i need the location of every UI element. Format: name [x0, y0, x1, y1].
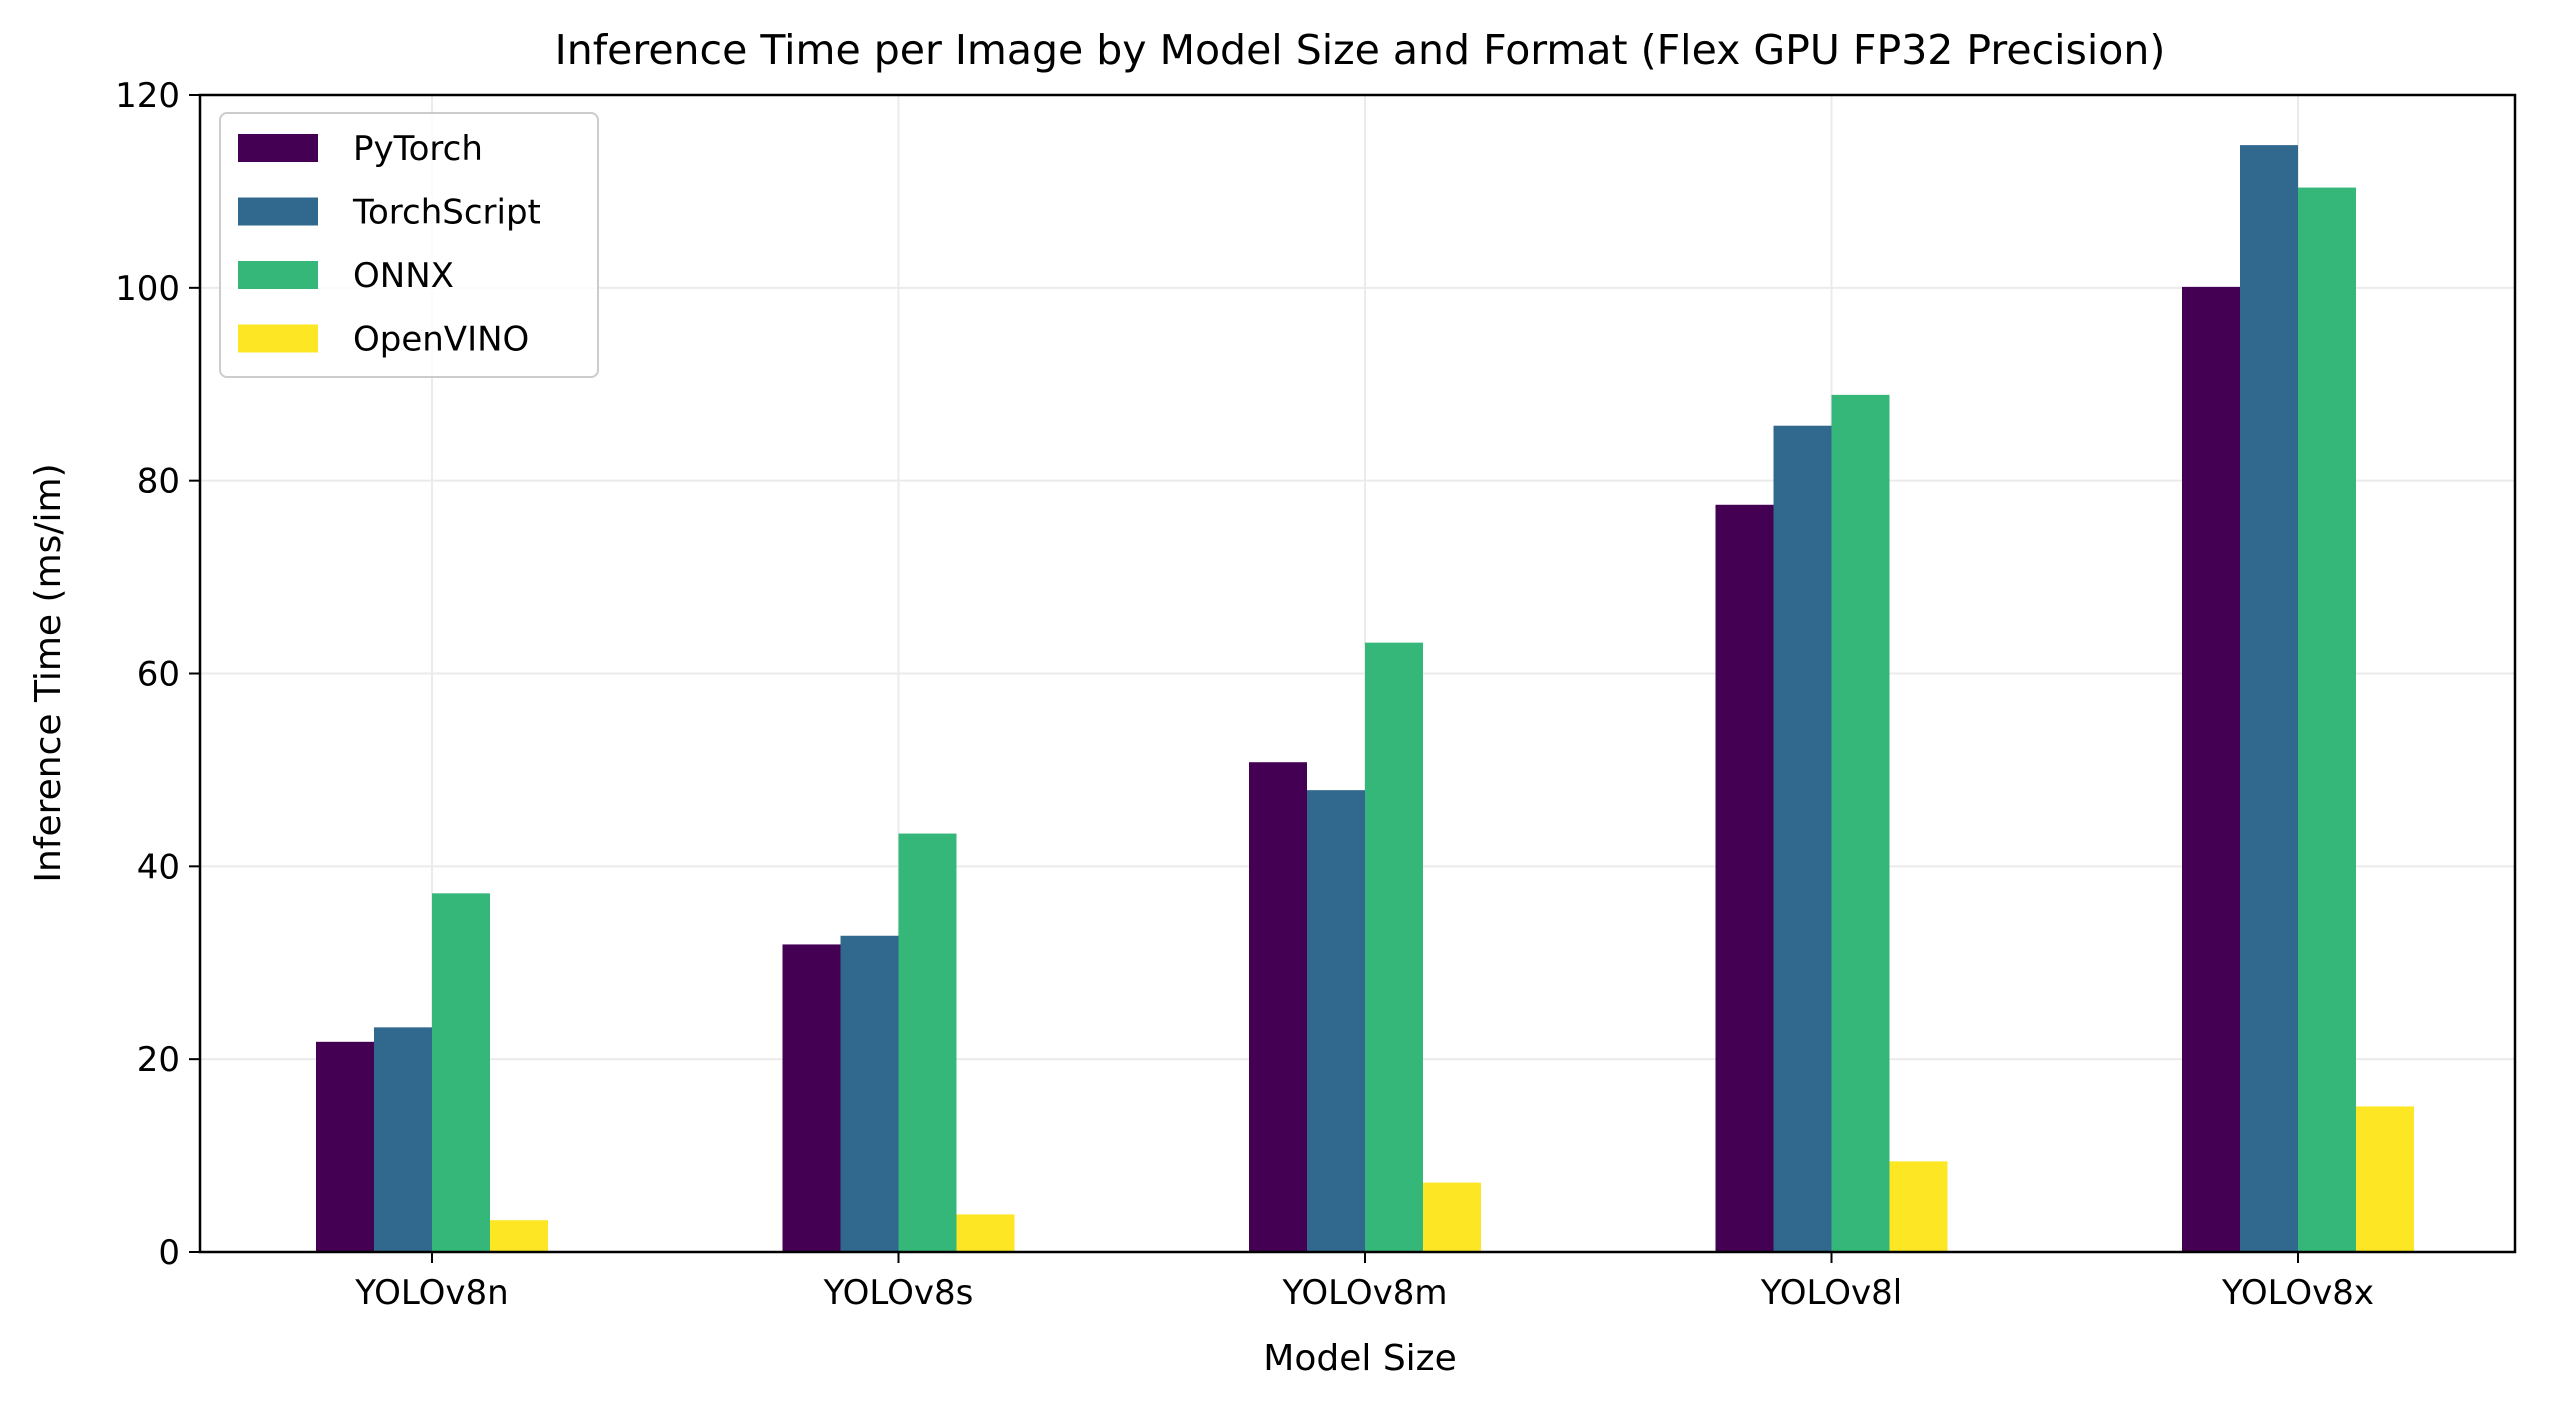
y-tick-label: 0 — [158, 1233, 180, 1273]
legend-swatch — [238, 324, 318, 353]
x-tick-label: YOLOv8s — [823, 1273, 974, 1313]
x-axis-ticks: YOLOv8n YOLOv8s YOLOv8m YOLOv8l YOLOv8x — [354, 1252, 2374, 1313]
y-tick-label: 100 — [115, 269, 180, 309]
y-tick-label: 60 — [137, 655, 180, 695]
y-tick-label: 20 — [137, 1040, 180, 1080]
bar — [1773, 425, 1832, 1252]
legend-label: TorchScript — [352, 193, 541, 233]
x-tick-label: YOLOv8x — [2221, 1273, 2374, 1313]
bar — [898, 833, 957, 1252]
bar — [1831, 394, 1890, 1252]
bar — [1307, 790, 1365, 1252]
legend-swatch — [238, 134, 318, 162]
x-axis-label: Model Size — [1263, 1338, 1456, 1379]
x-tick-label: YOLOv8l — [1760, 1273, 1902, 1313]
x-tick-label: YOLOv8m — [1281, 1273, 1447, 1313]
bar — [2182, 286, 2240, 1253]
bar — [316, 1041, 374, 1252]
bar — [1249, 762, 1307, 1252]
legend-swatch — [238, 261, 318, 289]
bar — [840, 935, 899, 1252]
bar — [782, 944, 841, 1252]
bar — [956, 1214, 1015, 1252]
bar — [432, 893, 490, 1252]
bar — [2356, 1106, 2414, 1252]
bar — [2240, 145, 2298, 1252]
legend-swatch — [238, 197, 318, 226]
legend-label: OpenVINO — [353, 320, 529, 360]
bar — [490, 1220, 548, 1252]
y-tick-label: 40 — [137, 847, 180, 887]
legend-label: PyTorch — [353, 129, 483, 169]
bar — [1423, 1182, 1481, 1252]
legend-label: ONNX — [353, 256, 454, 296]
x-tick-label: YOLOv8n — [354, 1273, 508, 1313]
bar — [1365, 642, 1423, 1252]
y-tick-label: 80 — [137, 462, 180, 502]
y-tick-label: 120 — [115, 76, 180, 116]
bar — [1889, 1161, 1948, 1252]
legend: PyTorch TorchScript ONNX OpenVINO — [219, 112, 599, 378]
bar — [1715, 504, 1774, 1252]
y-axis-label: Inference Time (ms/im) — [28, 463, 69, 882]
bars — [316, 145, 2414, 1253]
y-axis-ticks: 0 20 40 60 80 100 120 — [115, 76, 200, 1273]
bar — [2298, 187, 2356, 1252]
legend-frame — [219, 112, 599, 378]
chart-title: Inference Time per Image by Model Size a… — [555, 26, 2166, 74]
bar — [374, 1027, 432, 1252]
